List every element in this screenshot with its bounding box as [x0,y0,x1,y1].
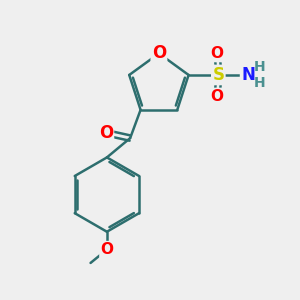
Text: O: O [99,124,113,142]
Text: H: H [254,60,265,74]
Text: O: O [152,44,166,62]
Text: H: H [254,76,265,90]
Text: O: O [100,242,113,257]
Text: O: O [210,46,223,61]
Text: O: O [210,89,223,104]
Text: N: N [241,66,255,84]
Text: S: S [212,66,224,84]
